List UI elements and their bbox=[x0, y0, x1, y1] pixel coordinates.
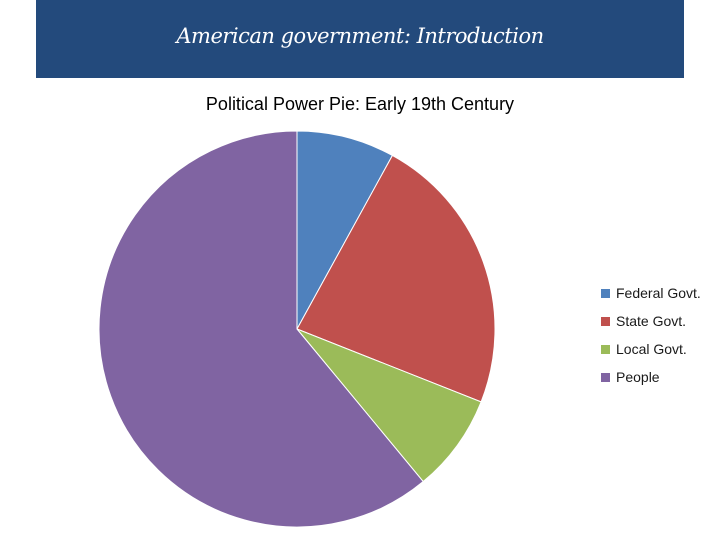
slide-title: American government: Introduction bbox=[176, 24, 544, 48]
chart-title: Political Power Pie: Early 19th Century bbox=[205, 94, 515, 114]
legend-label-people: People bbox=[616, 369, 660, 385]
pie-slice-local bbox=[296, 328, 482, 483]
pie-slice-state bbox=[296, 154, 496, 403]
header-band: American government: Introduction bbox=[36, 0, 684, 78]
legend-label-federal: Federal Govt. bbox=[616, 285, 701, 301]
legend-label-state: State Govt. bbox=[616, 313, 687, 329]
legend-swatch-people bbox=[601, 372, 610, 382]
legend-item-people: People bbox=[601, 363, 720, 391]
pie-slice-people bbox=[98, 130, 424, 528]
legend-item-state: State Govt. bbox=[601, 307, 720, 335]
pie-slices bbox=[98, 130, 496, 528]
legend-label-local: Local Govt. bbox=[616, 341, 687, 357]
legend-swatch-federal bbox=[601, 288, 610, 298]
legend-item-local: Local Govt. bbox=[601, 335, 720, 363]
legend-item-federal: Federal Govt. bbox=[601, 279, 720, 307]
legend-swatch-state bbox=[601, 316, 610, 326]
pie-slice-federal bbox=[296, 130, 394, 330]
chart-legend: Federal Govt. State Govt. Local Govt. Pe… bbox=[601, 279, 720, 391]
legend-swatch-local bbox=[601, 344, 610, 354]
